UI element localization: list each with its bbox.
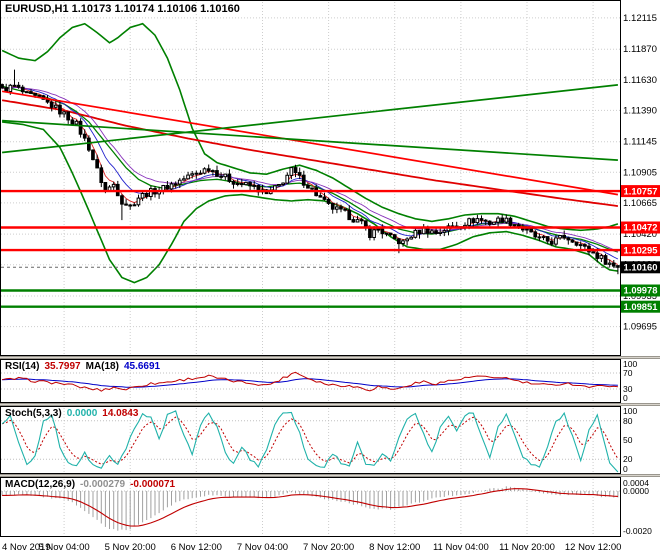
main-chart-canvas: 1.12115 1.11870 1.11630 1.11390 1.11145 1.109… (0, 0, 660, 356)
svg-text:1.09851: 1.09851 (624, 302, 658, 312)
rsi-value: 35.7997 (44, 361, 81, 372)
stoch-signal-line (1, 416, 619, 465)
time-tick-label: 8 Nov 12:00 (369, 542, 421, 553)
macd-name: MACD(12,26,9) (5, 479, 76, 490)
panel-splitter[interactable] (0, 403, 660, 406)
rsi-tick-label: 100 (623, 359, 637, 369)
macd-signal-line (2, 488, 618, 527)
time-tick-label: 5 Nov 04:00 (38, 542, 90, 553)
ascending-green-trendline[interactable] (2, 84, 618, 154)
macd-tick-label: 0.0004 (623, 478, 649, 488)
stoch-main-value: 0.0000 (66, 408, 98, 419)
rsi-tick-label: 30 (623, 384, 633, 394)
stoch-indicator-label: Stoch(5,3,3) 0.0000 14.0843 (5, 408, 138, 419)
time-tick-label: 5 Nov 20:00 (104, 542, 156, 553)
rsi-ma-name: MA(18) (85, 361, 119, 372)
stoch-tick-label: 20 (623, 454, 633, 464)
macd-signal-value: -0.000071 (130, 479, 176, 490)
time-tick-label: 7 Nov 20:00 (302, 542, 355, 553)
descending-green-trendline[interactable] (2, 119, 618, 161)
macd-tick-label: -0.0020 (623, 526, 652, 536)
price-tick-label: 1.10905 (623, 167, 657, 177)
time-tick-label: 11 Nov 20:00 (499, 542, 555, 553)
price-level-marker: 1.10295 (621, 244, 660, 257)
current-price-marker: 1.10160 (621, 261, 660, 274)
price-level-marker: 1.09851 (621, 300, 660, 313)
price-tick-label: 1.10420 (623, 229, 657, 239)
svg-text:1.10295: 1.10295 (624, 245, 658, 255)
time-tick-label: 11 Nov 04:00 (432, 542, 489, 553)
panel-splitter[interactable] (0, 356, 660, 359)
price-tick-label: 1.11870 (623, 44, 657, 54)
stoch-signal-value: 14.0843 (102, 408, 139, 419)
rsi-ma-value: 45.6691 (123, 361, 161, 372)
panel-splitter[interactable] (0, 474, 660, 477)
rsi-tick-label: 70 (623, 368, 633, 378)
time-axis: 4 Nov 2019 5 Nov 04:00 5 Nov 20:00 6 Nov 12… (0, 537, 660, 560)
stoch-name: Stoch(5,3,3) (5, 408, 62, 419)
grid (1, 2, 620, 354)
rsi-tick-label: 0 (623, 393, 628, 403)
price-tick-label: 1.11390 (623, 105, 657, 115)
rsi-indicator-label: RSI(14) 35.7997 MA(18) 45.6691 (5, 361, 160, 372)
main-chart-panel[interactable]: 1.12115 1.11870 1.11630 1.11390 1.11145 1.109… (0, 0, 660, 356)
stoch-tick-label: 80 (623, 416, 633, 426)
svg-text:1.10472: 1.10472 (624, 223, 658, 233)
stoch-tick-label: 0 (623, 464, 628, 474)
grid (63, 361, 594, 401)
price-tick-label: 1.09695 (623, 322, 657, 332)
macd-tick-label: 0.0000 (623, 486, 649, 496)
time-tick-label: 7 Nov 04:00 (236, 542, 289, 553)
macd-panel[interactable]: 0.0004 0.0000 -0.0020 (0, 477, 660, 537)
ema-fast-violet (2, 87, 619, 253)
macd-value: -0.000279 (80, 479, 126, 490)
time-tick-label: 4 Nov 2019 (2, 542, 51, 553)
chart-border (0, 0, 621, 356)
svg-text:1.09978: 1.09978 (624, 286, 658, 296)
time-tick-label: 6 Nov 12:00 (170, 542, 222, 553)
descending-red-trendline[interactable] (1, 90, 619, 196)
svg-text:1.10160: 1.10160 (624, 263, 658, 273)
price-tick-label: 1.12115 (623, 13, 657, 23)
rsi-name: RSI(14) (5, 361, 40, 372)
macd-indicator-label: MACD(12,26,9) -0.000279 -0.000071 (5, 479, 175, 490)
bollinger-upper (1, 22, 619, 232)
price-tick-label: 1.11145 (623, 137, 657, 147)
price-tick-label: 1.10665 (623, 198, 657, 208)
bollinger-lower (2, 121, 619, 284)
chart-bg (0, 0, 660, 356)
stochastic-panel[interactable]: 100 80 50 20 0 (0, 406, 660, 474)
rsi-panel[interactable]: 100 70 30 0 (0, 359, 660, 403)
svg-text:1.10757: 1.10757 (624, 186, 658, 196)
time-tick-label: 12 Nov 12:00 (564, 542, 622, 553)
price-level-marker: 1.10757 (621, 185, 660, 198)
price-level-marker: 1.10472 (621, 221, 660, 234)
stoch-tick-label: 50 (623, 435, 633, 445)
stoch-main-line (1, 410, 619, 473)
stoch-tick-label: 100 (623, 406, 637, 416)
chart-title: EURUSD,H1 1.10173 1.10174 1.10106 1.1016… (5, 3, 240, 15)
rsi-line (1, 371, 618, 392)
price-tick-label: 1.11630 (623, 75, 657, 85)
price-level-marker: 1.09978 (621, 284, 660, 297)
